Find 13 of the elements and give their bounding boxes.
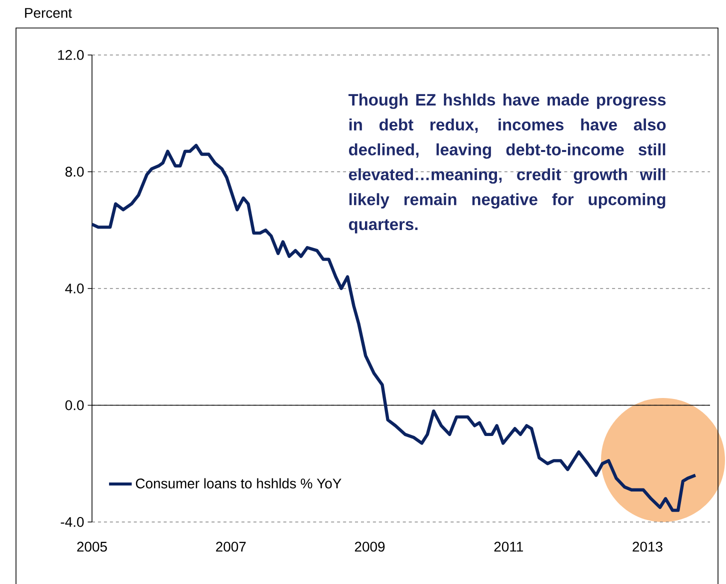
x-tick-label: 2009 [354,542,385,552]
x-tick-label: 2005 [77,542,107,552]
annotation: Though EZ hshlds have made progress in debt redux, incomes have also declined, leaving debt-to-income still elevated…meaning, credit growth will likely remain negative for upcoming quarters. [348,94,666,234]
y-tick-label: 8.0 [65,166,84,177]
x-tick-label: 2007 [216,542,246,552]
legend-label: Consumer loans to hshlds % YoY [136,478,342,488]
y-tick-label: 12.0 [58,50,84,60]
x-tick-label: 2013 [632,542,662,552]
x-tick-label: 2011 [494,542,523,552]
y-axis-title: Percent [25,8,72,18]
y-tick-label: -4.0 [60,517,84,527]
y-tick-label: 4.0 [65,284,84,294]
y-tick-label: 0.0 [65,400,84,410]
